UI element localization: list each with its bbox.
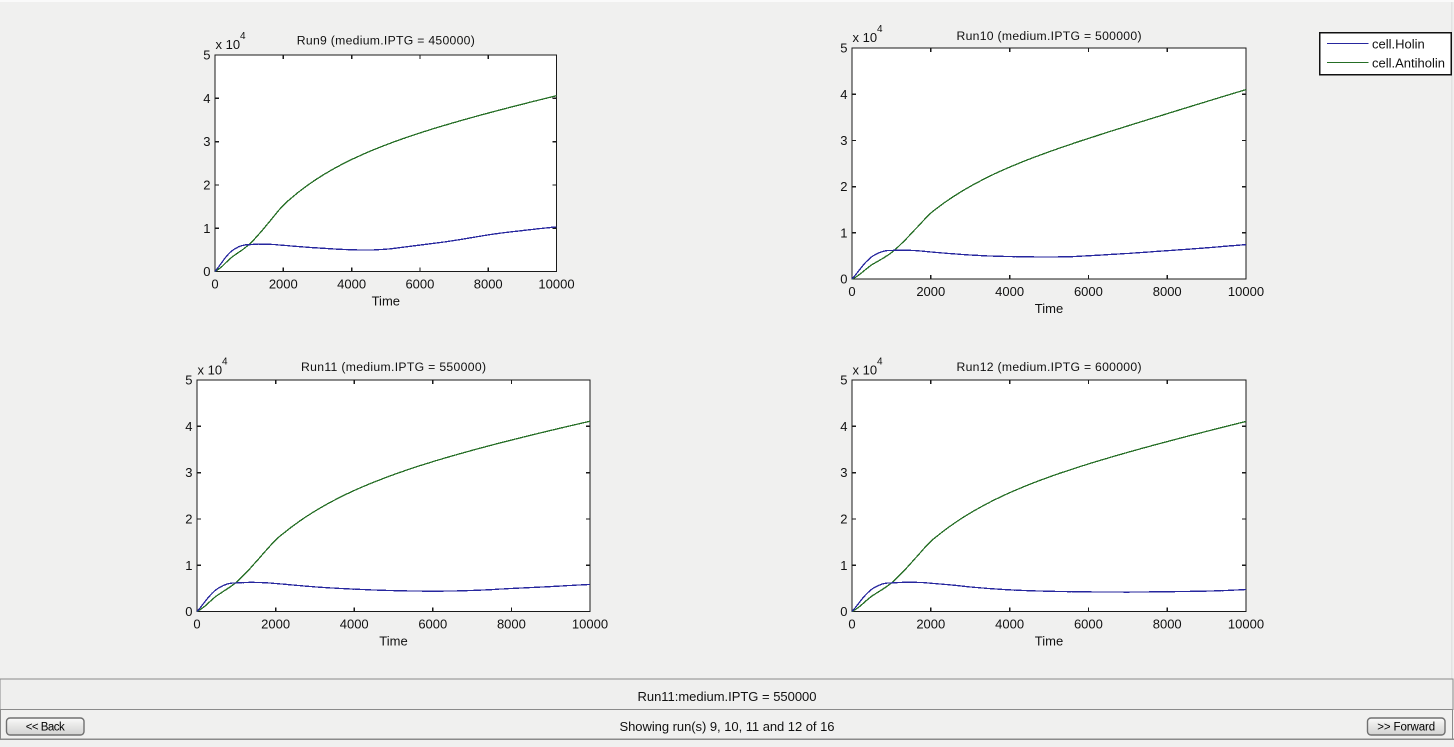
svg-text:Run12 (medium.IPTG = 600000): Run12 (medium.IPTG = 600000) [957, 360, 1142, 374]
svg-text:4: 4 [185, 419, 192, 434]
svg-text:8000: 8000 [1153, 284, 1182, 299]
svg-text:5: 5 [840, 373, 847, 388]
svg-text:2: 2 [840, 512, 847, 527]
svg-text:6000: 6000 [418, 617, 447, 632]
svg-text:<< Back: << Back [26, 722, 65, 734]
svg-text:0: 0 [185, 604, 192, 619]
svg-text:8000: 8000 [474, 277, 503, 292]
svg-text:4000: 4000 [337, 277, 366, 292]
svg-text:8000: 8000 [497, 617, 526, 632]
svg-text:0: 0 [840, 604, 847, 619]
svg-text:2: 2 [185, 512, 192, 527]
svg-text:2000: 2000 [261, 617, 290, 632]
svg-text:10000: 10000 [1228, 617, 1264, 632]
svg-text:2: 2 [840, 179, 847, 194]
svg-text:cell.Holin: cell.Holin [1372, 36, 1425, 51]
svg-text:Run11 (medium.IPTG = 550000): Run11 (medium.IPTG = 550000) [301, 360, 486, 374]
svg-text:0: 0 [203, 264, 210, 279]
svg-text:2000: 2000 [269, 277, 298, 292]
svg-text:4000: 4000 [995, 284, 1024, 299]
svg-text:Run9 (medium.IPTG = 450000): Run9 (medium.IPTG = 450000) [297, 33, 475, 47]
svg-text:4000: 4000 [340, 617, 369, 632]
svg-text:4: 4 [240, 31, 246, 42]
svg-text:3: 3 [840, 133, 847, 148]
svg-text:x 10: x 10 [216, 37, 241, 52]
svg-text:Time: Time [372, 294, 400, 309]
svg-text:Time: Time [379, 634, 407, 649]
svg-text:Showing run(s) 9, 10, 11 and 1: Showing run(s) 9, 10, 11 and 12 of 16 [620, 719, 835, 734]
svg-text:6000: 6000 [1074, 284, 1103, 299]
svg-text:3: 3 [185, 465, 192, 480]
svg-text:>> Forward: >> Forward [1377, 722, 1435, 734]
svg-text:1: 1 [185, 558, 192, 573]
svg-text:10000: 10000 [538, 277, 574, 292]
svg-text:Run11:medium.IPTG = 550000: Run11:medium.IPTG = 550000 [638, 689, 817, 704]
svg-text:x 10: x 10 [853, 30, 878, 45]
svg-text:4: 4 [222, 357, 228, 368]
svg-text:2000: 2000 [916, 617, 945, 632]
svg-text:4: 4 [203, 91, 210, 106]
svg-text:5: 5 [840, 41, 847, 56]
svg-text:5: 5 [203, 48, 210, 63]
svg-text:10000: 10000 [1228, 284, 1264, 299]
svg-text:Time: Time [1035, 634, 1063, 649]
svg-text:1: 1 [840, 225, 847, 240]
svg-text:Run10 (medium.IPTG = 500000): Run10 (medium.IPTG = 500000) [957, 29, 1142, 43]
svg-text:Time: Time [1035, 301, 1063, 316]
svg-text:10000: 10000 [572, 617, 608, 632]
svg-text:cell.Antiholin: cell.Antiholin [1372, 55, 1445, 70]
svg-text:0: 0 [848, 284, 855, 299]
svg-text:5: 5 [185, 373, 192, 388]
svg-text:4: 4 [840, 87, 847, 102]
svg-text:0: 0 [848, 617, 855, 632]
svg-text:4: 4 [877, 24, 883, 35]
svg-text:3: 3 [203, 134, 210, 149]
svg-text:4000: 4000 [995, 617, 1024, 632]
svg-text:1: 1 [203, 221, 210, 236]
svg-text:6000: 6000 [1074, 617, 1103, 632]
svg-text:6000: 6000 [405, 277, 434, 292]
svg-text:3: 3 [840, 465, 847, 480]
svg-text:x 10: x 10 [198, 363, 223, 378]
svg-text:4: 4 [877, 357, 883, 368]
svg-text:0: 0 [193, 617, 200, 632]
svg-text:8000: 8000 [1153, 617, 1182, 632]
svg-text:2000: 2000 [916, 284, 945, 299]
svg-text:x 10: x 10 [853, 363, 878, 378]
svg-text:2: 2 [203, 178, 210, 193]
svg-text:0: 0 [840, 272, 847, 287]
svg-text:1: 1 [840, 558, 847, 573]
svg-text:4: 4 [840, 419, 847, 434]
svg-text:0: 0 [211, 277, 218, 292]
